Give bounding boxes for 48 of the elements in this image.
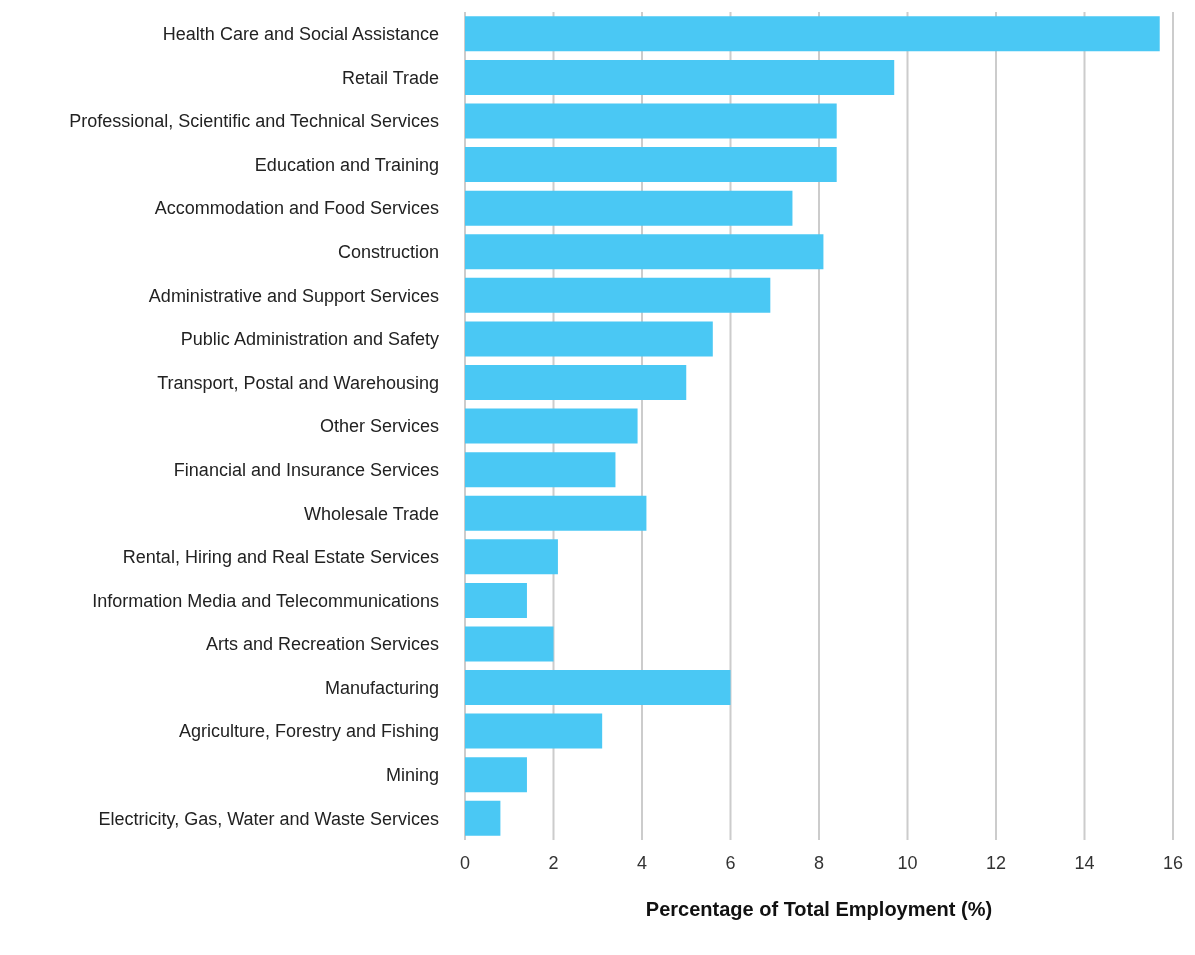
y-tick-label: Mining xyxy=(385,765,439,786)
y-tick-label: Accommodation and Food Services xyxy=(154,198,439,219)
bar xyxy=(465,452,616,488)
bar xyxy=(465,277,771,313)
bar xyxy=(465,103,837,139)
x-tick-label: 16 xyxy=(1162,852,1184,873)
bar xyxy=(465,626,554,662)
y-tick-label: Other Services xyxy=(319,416,439,437)
y-tick-label: Education and Training xyxy=(254,154,439,175)
bar xyxy=(465,713,603,749)
y-tick-label: Information Media and Telecommunications xyxy=(92,590,439,611)
x-tick-label: 14 xyxy=(1074,852,1095,873)
y-tick-label: Rental, Hiring and Real Estate Services xyxy=(122,547,439,568)
y-tick-label: Retail Trade xyxy=(341,67,439,88)
bar xyxy=(465,408,638,444)
x-tick-label: 12 xyxy=(985,852,1007,873)
bar xyxy=(465,190,793,226)
y-tick-label: Professional, Scientific and Technical Services xyxy=(69,111,439,132)
bar xyxy=(465,234,824,270)
bar xyxy=(465,757,527,793)
y-tick-label: Transport, Postal and Warehousing xyxy=(157,372,439,393)
bar xyxy=(465,364,687,400)
y-tick-label: Financial and Insurance Services xyxy=(173,459,439,480)
bar xyxy=(465,16,1160,52)
y-tick-label: Public Administration and Safety xyxy=(180,329,439,350)
bar xyxy=(465,147,837,183)
bar xyxy=(465,800,501,836)
y-tick-label: Electricity, Gas, Water and Waste Services xyxy=(98,808,439,829)
y-tick-label: Construction xyxy=(337,242,439,263)
x-tick-label: 2 xyxy=(548,852,559,873)
bar xyxy=(465,495,647,531)
bar xyxy=(465,670,731,706)
x-tick-label: 8 xyxy=(813,852,825,873)
bar xyxy=(465,539,558,575)
x-axis-title: Percentage of Total Employment (%) xyxy=(645,898,993,920)
x-tick-label: 10 xyxy=(897,852,918,873)
bar xyxy=(465,59,895,95)
y-tick-label: Manufacturing xyxy=(324,677,439,698)
y-tick-label: Administrative and Support Services xyxy=(148,285,439,306)
x-tick-label: 6 xyxy=(725,852,736,873)
bar xyxy=(465,321,713,357)
y-tick-label: Wholesale Trade xyxy=(303,503,439,524)
y-tick-label: Health Care and Social Assistance xyxy=(162,24,439,45)
y-tick-label: Agriculture, Forestry and Fishing xyxy=(178,721,439,742)
bar xyxy=(465,582,527,618)
x-tick-label: 4 xyxy=(636,852,648,873)
x-tick-label: 0 xyxy=(459,852,471,873)
y-tick-label: Arts and Recreation Services xyxy=(205,634,439,655)
